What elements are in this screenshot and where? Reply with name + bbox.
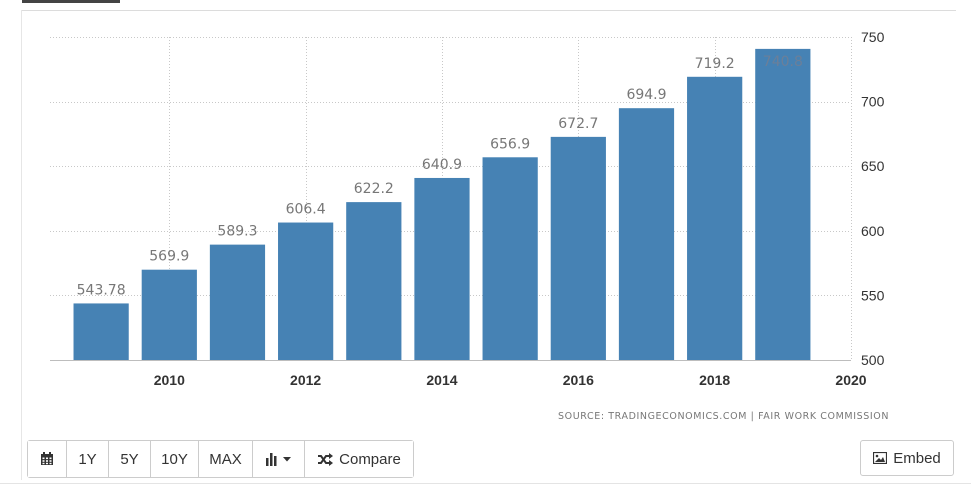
- x-tick-label: 2014: [426, 372, 457, 388]
- data-label: 694.9: [626, 87, 666, 103]
- x-tick-label: 2018: [699, 372, 730, 388]
- x-tick-label: 2012: [290, 372, 321, 388]
- bar: [346, 202, 402, 360]
- caret-down-icon: [283, 457, 291, 462]
- compare-label: Compare: [339, 450, 401, 468]
- page-bottom-divider: [0, 483, 971, 484]
- bar: [73, 303, 129, 360]
- data-label: 719.2: [695, 56, 735, 72]
- y-tick-label: 750: [861, 29, 885, 45]
- image-icon: [873, 452, 888, 464]
- x-tick-label: 2010: [154, 372, 185, 388]
- chart-type-button[interactable]: [253, 441, 305, 477]
- data-label: 622.2: [354, 181, 394, 197]
- range-1y-button[interactable]: 1Y: [67, 441, 109, 477]
- data-label: 656.9: [490, 136, 530, 152]
- bar-chart-icon: [266, 453, 277, 466]
- chart-toolbar: 1Y 5Y 10Y MAX Compare: [27, 440, 414, 478]
- calendar-icon: [41, 452, 53, 465]
- x-tick-label: 2016: [563, 372, 594, 388]
- y-tick-label: 500: [861, 352, 885, 368]
- data-label: 606.4: [286, 202, 326, 218]
- y-tick-label: 650: [861, 158, 885, 174]
- compare-button[interactable]: Compare: [305, 441, 413, 477]
- data-label: 543.78: [77, 282, 126, 298]
- bar: [482, 157, 538, 360]
- embed-label: Embed: [893, 449, 941, 467]
- embed-button[interactable]: Embed: [860, 440, 954, 476]
- bar: [414, 177, 470, 360]
- x-tick-label: 2020: [835, 372, 866, 388]
- bar: [278, 222, 334, 360]
- range-max-button[interactable]: MAX: [199, 441, 253, 477]
- bar: [550, 136, 606, 360]
- data-label: 640.9: [422, 157, 462, 173]
- bar: [618, 108, 675, 360]
- data-label: 569.9: [149, 249, 189, 265]
- range-10y-button[interactable]: 10Y: [151, 441, 199, 477]
- source-text: SOURCE: TRADINGECONOMICS.COM | FAIR WORK…: [558, 411, 890, 422]
- y-tick-label: 600: [861, 223, 885, 239]
- bar: [687, 76, 743, 360]
- active-tab-indicator: [22, 0, 120, 3]
- calendar-button[interactable]: [28, 441, 67, 477]
- chart-frame-left-border: [21, 10, 22, 480]
- bar: [209, 244, 266, 360]
- chart-frame-top-border: [22, 10, 956, 11]
- range-5y-button[interactable]: 5Y: [109, 441, 151, 477]
- shuffle-icon: [318, 452, 334, 466]
- bar: [141, 269, 197, 360]
- data-label: 589.3: [217, 224, 257, 240]
- data-label: 740.8: [763, 54, 803, 70]
- bar: [755, 48, 811, 360]
- y-tick-label: 700: [861, 94, 885, 110]
- bar-chart: 543.78 569.9 589.3 606.4 622.2 640.9 656.9 672.…: [50, 29, 885, 388]
- data-label: 672.7: [558, 116, 598, 132]
- y-tick-label: 550: [861, 287, 885, 303]
